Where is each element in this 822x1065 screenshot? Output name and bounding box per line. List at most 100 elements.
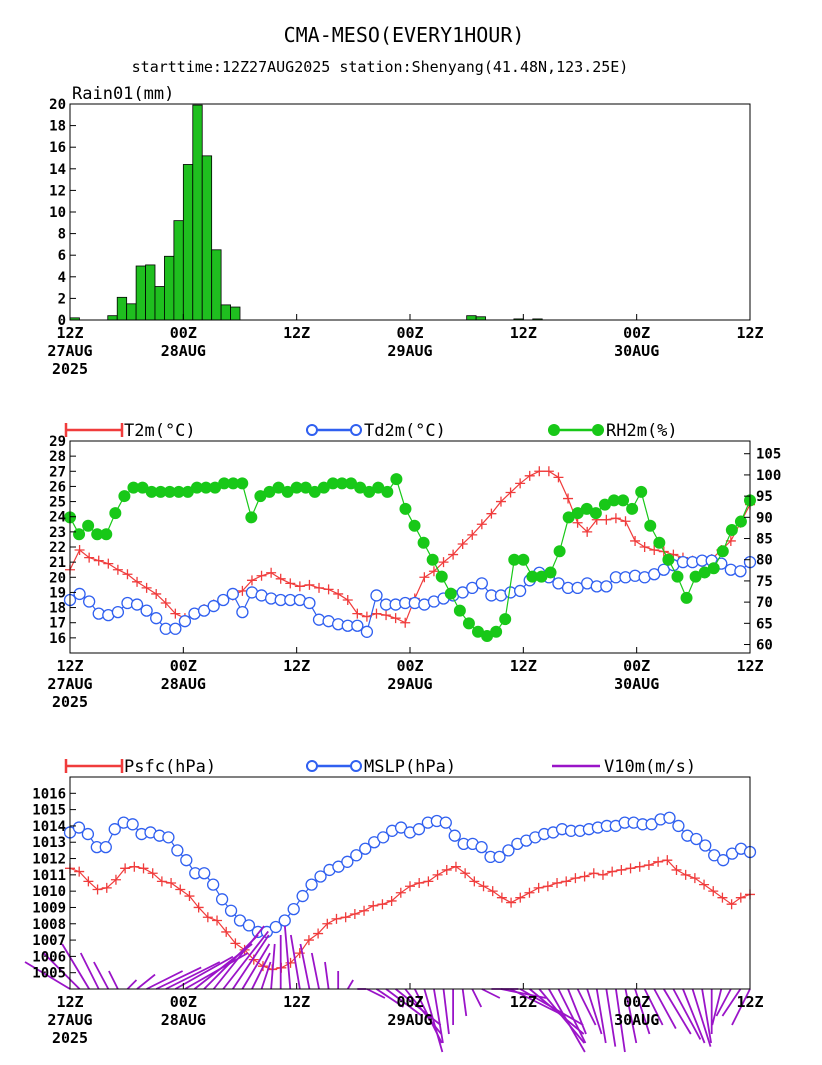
wind-stick	[174, 955, 234, 990]
series-point-1	[169, 622, 182, 635]
series-point-1	[178, 615, 192, 628]
series-point-0	[266, 567, 277, 578]
series-point-2	[236, 477, 249, 490]
pressure-point-0	[303, 935, 314, 946]
series-point-2	[399, 502, 412, 515]
rh-y-tick-label: 70	[756, 595, 773, 611]
wind-stick	[385, 988, 423, 1017]
wind-stick	[701, 988, 713, 1044]
legend-t2m-marker	[64, 423, 124, 437]
x-tick-label: 30AUG	[614, 342, 659, 360]
temperature-panel: T2m(°C) Td2m(°C) RH2m(%) 16171819202122232…	[47, 421, 781, 711]
series-point-1	[600, 580, 613, 593]
pressure-point-1	[341, 855, 354, 868]
rh-y-tick-label: 105	[756, 447, 781, 463]
wind-stick	[146, 970, 184, 990]
pressure-point-1	[475, 840, 488, 854]
x-tick-label: 12Z	[56, 324, 83, 342]
x-tick-label: 00Z	[396, 657, 423, 675]
series-point-0	[438, 557, 449, 568]
wind-stick	[567, 988, 587, 1035]
wind-stick	[299, 943, 311, 990]
rain-panel-title: Rain01(mm)	[72, 84, 174, 104]
pressure-point-1	[287, 902, 300, 916]
rain-bar	[135, 265, 146, 321]
series-point-0	[390, 613, 401, 624]
temp-y-tick-label: 27	[49, 464, 66, 480]
pressure-point-0	[680, 869, 691, 880]
series-point-2	[453, 604, 466, 617]
series-point-2	[553, 545, 566, 558]
series-point-2	[118, 490, 131, 503]
x-tick-label: 12Z	[283, 324, 310, 342]
x-tick-label: 28AUG	[161, 675, 206, 693]
series-point-0	[601, 514, 612, 525]
series-point-0	[342, 595, 353, 605]
chart-subtitle: starttime:12Z27AUG2025 station:Shenyang(…	[132, 58, 629, 76]
legend-v10m-label: V10m(m/s)	[604, 757, 696, 777]
series-point-2	[435, 570, 448, 583]
wind-stick	[108, 970, 119, 990]
series-point-2	[499, 613, 512, 626]
series-point-0	[237, 585, 248, 596]
x-tick-label: 30AUG	[614, 1011, 659, 1029]
series-point-0	[371, 608, 382, 619]
series-point-0	[352, 608, 363, 619]
pressure-point-1	[198, 867, 211, 880]
wind-stick	[691, 988, 712, 1047]
series-point-0	[84, 552, 95, 563]
pressure-point-1	[350, 849, 363, 862]
pressure-point-0	[331, 913, 342, 924]
series-point-2	[644, 519, 657, 532]
wind-stick	[289, 934, 301, 990]
series-point-0	[294, 581, 305, 592]
pressure-point-0	[561, 876, 572, 887]
pressure-point-0	[699, 879, 710, 890]
series-point-0	[620, 516, 631, 527]
series-point-1	[207, 599, 220, 613]
series-point-2	[734, 515, 747, 528]
pressure-panel: Psfc(hPa) MSLP(hPa) V10m(m/s) 100510061007…	[24, 757, 764, 1053]
pressure-point-0	[643, 860, 654, 871]
pressure-point-1	[296, 889, 309, 903]
wind-stick	[433, 988, 444, 1044]
wind-stick	[442, 988, 450, 1035]
pres-y-tick-label: 1015	[32, 803, 66, 819]
rain-bar	[220, 304, 231, 321]
pressure-point-0	[478, 881, 489, 892]
series-point-0	[103, 558, 114, 569]
temp-y-tick-label: 20	[49, 570, 66, 586]
pressure-point-0	[735, 892, 746, 903]
pressure-point-0	[570, 873, 581, 884]
pressure-point-0	[432, 869, 443, 880]
series-point-2	[680, 591, 693, 604]
pressure-point-0	[92, 884, 103, 895]
wind-stick	[461, 988, 468, 1017]
series-point-2	[73, 528, 86, 541]
series-point-0	[505, 487, 516, 498]
wind-stick	[634, 988, 651, 1035]
x-tick-label: 12Z	[736, 657, 763, 675]
x-tick-label: 00Z	[623, 657, 650, 675]
pressure-point-0	[101, 882, 112, 893]
x-tick-label: 30AUG	[614, 675, 659, 693]
pressure-point-0	[662, 855, 673, 866]
wind-stick	[212, 925, 265, 990]
pressure-point-0	[689, 873, 700, 884]
series-point-0	[74, 545, 85, 556]
legend-rh2m-marker	[592, 424, 604, 436]
pressure-point-0	[653, 856, 664, 867]
series-point-0	[141, 582, 152, 593]
series-point-1	[734, 565, 747, 578]
wind-stick	[375, 988, 404, 1008]
pressure-point-0	[212, 915, 223, 926]
series-point-1	[130, 598, 144, 611]
legend-psfc-label: Psfc(hPa)	[124, 757, 216, 777]
pressure-point-0	[221, 926, 232, 937]
series-point-1	[226, 587, 239, 601]
series-point-0	[132, 576, 143, 587]
x-tick-label: 12Z	[283, 657, 310, 675]
rain-bar	[126, 303, 137, 321]
series-point-1	[370, 589, 383, 602]
pressure-point-1	[359, 842, 372, 855]
